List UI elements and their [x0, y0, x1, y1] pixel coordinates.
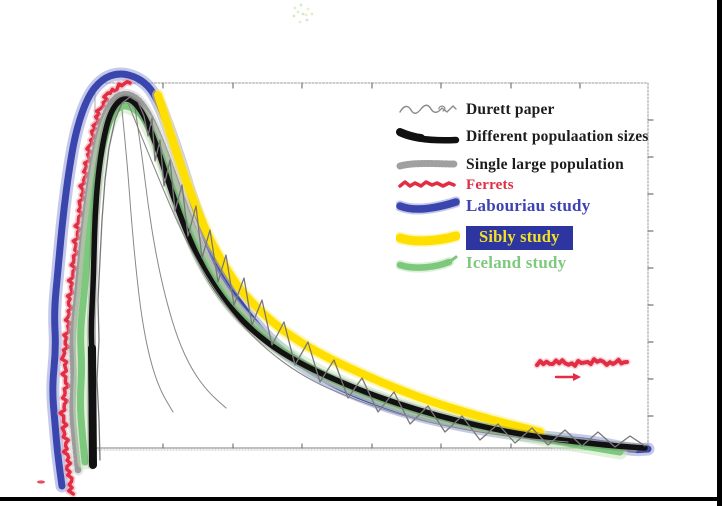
legend-label-labouriau: Labouriau study: [466, 196, 591, 215]
sibly-highlight-box: Sibly study: [466, 226, 573, 250]
legend-label-single-large-population: Single large population: [466, 156, 624, 173]
legend-label-iceland: Iceland study: [466, 253, 567, 272]
green-line-swatch-icon: [396, 255, 458, 273]
legend-row-sibly: Sibly study: [396, 226, 573, 250]
legend-row-different-population-sizes: Different populaation sizes: [396, 126, 649, 148]
legend-row-single-large-population: Single large population: [396, 154, 624, 176]
stipple-line-swatch-icon: [396, 160, 459, 170]
red-line-swatch-icon: [398, 180, 456, 188]
legend-row-iceland: Iceland study: [396, 252, 566, 274]
yellow-line-swatch-icon: [396, 229, 460, 247]
legend-label-durett: Durett paper: [466, 101, 555, 118]
black-line-swatch-icon: [396, 128, 460, 144]
legend-row-durett: Durett paper: [396, 99, 555, 121]
legend-label-ferrets: Ferrets: [466, 176, 514, 193]
blue-line-swatch-icon: [396, 196, 460, 215]
legend-row-ferrets: Ferrets: [396, 174, 514, 196]
figure-bottom-border: [0, 497, 722, 501]
legend-label-different-population-sizes: Different populaation sizes: [466, 128, 649, 145]
durett-line-swatch-icon: [399, 104, 457, 114]
legend-label-sibly: Sibly study: [479, 227, 560, 246]
figure-right-border: [717, 0, 722, 506]
legend-row-labouriau: Labouriau study: [396, 195, 590, 217]
